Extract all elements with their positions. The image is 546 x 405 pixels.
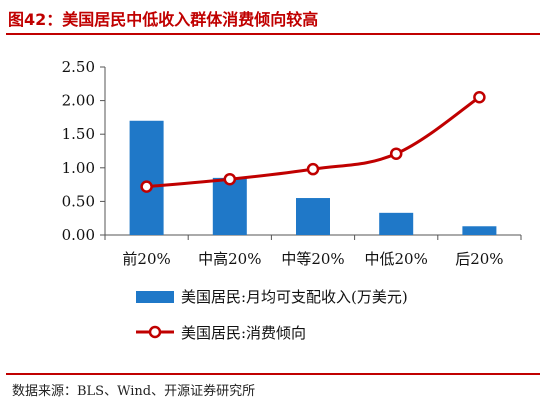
- bar: [462, 226, 497, 235]
- y-tick-label: 0.50: [62, 192, 95, 210]
- y-tick-label: 2.00: [62, 92, 95, 110]
- x-tick-label: 前20%: [122, 250, 170, 268]
- y-tick-label: 1.00: [62, 159, 95, 177]
- y-tick-label: 2.50: [62, 58, 95, 76]
- bar: [379, 212, 414, 235]
- line-point: [389, 147, 403, 160]
- line-point: [140, 180, 153, 193]
- chart-axes: 0.00 0.50 1.00 1.50 2.00 2.50 前20% 中高20% 中等20% 中低…: [62, 58, 522, 268]
- line-series: [140, 90, 486, 193]
- bar: [129, 120, 164, 235]
- source-note: 数据来源：BLS、Wind、开源证券研究所: [12, 384, 256, 399]
- chart: 0.00 0.50 1.00 1.50 2.00 2.50 前20% 中高20% 中等20% 中低…: [62, 58, 522, 342]
- title-rule: [6, 33, 540, 35]
- legend-line-marker: [148, 325, 162, 339]
- figure-title: 图42：美国居民中低收入群体消费倾向较高: [8, 10, 319, 29]
- legend-bar-label: 美国居民:月均可支配收入(万美元): [181, 288, 408, 306]
- bar: [296, 198, 330, 235]
- x-tick-label: 后20%: [455, 250, 503, 268]
- line-point: [473, 90, 486, 104]
- y-tick-label: 1.50: [62, 125, 95, 143]
- line-point: [223, 172, 237, 186]
- legend: 美国居民:月均可支配收入(万美元) 美国居民:消费倾向: [136, 288, 408, 342]
- x-tick-label: 中等20%: [281, 250, 344, 268]
- x-tick-label: 中高20%: [198, 250, 261, 268]
- bar: [212, 177, 247, 235]
- y-tick-label: 0.00: [62, 226, 95, 244]
- source-rule: [6, 373, 540, 375]
- x-tick-label: 中低20%: [365, 250, 428, 268]
- line-point: [306, 162, 320, 176]
- bar-series: [129, 120, 497, 235]
- legend-bar-swatch: [136, 291, 174, 303]
- legend-line-label: 美国居民:消费倾向: [181, 324, 306, 342]
